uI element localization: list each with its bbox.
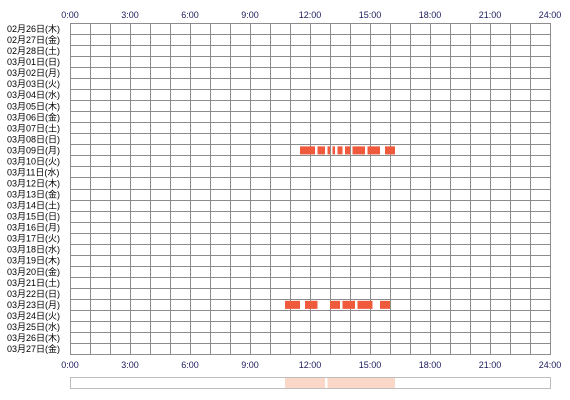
activity-bar xyxy=(342,300,355,309)
x-tick-label-top: 12:00 xyxy=(299,10,322,20)
x-tick-label-top: 24:00 xyxy=(539,10,562,20)
activity-bar xyxy=(385,146,395,155)
activity-bar xyxy=(300,146,315,155)
summary-strip xyxy=(70,377,551,389)
x-tick-label-top: 6:00 xyxy=(181,10,199,20)
row-date-label: 03月18日(水) xyxy=(7,244,60,255)
row-labels: 02月26日(木)02月27日(金)02月28日(土)03月01日(日)03月0… xyxy=(7,23,60,354)
row-date-label: 03月25日(水) xyxy=(7,321,60,332)
row-date-label: 03月14日(土) xyxy=(7,200,60,211)
activity-bar xyxy=(345,146,350,155)
row-date-label: 03月08日(日) xyxy=(7,134,60,144)
activity-bar xyxy=(357,300,373,309)
x-tick-label-top: 18:00 xyxy=(419,10,442,20)
summary-segment xyxy=(305,377,318,388)
row-date-label: 03月26日(木) xyxy=(7,332,60,343)
summary-segment xyxy=(330,377,340,388)
summary-segment xyxy=(367,377,380,388)
x-tick-label-top: 3:00 xyxy=(121,10,139,20)
x-tick-label-bottom: 21:00 xyxy=(479,360,502,370)
summary-segment xyxy=(342,377,355,388)
top-axis-ticks: 0:00 3:00 6:00 9:00 12:00 15:00 18:00 21:00 24:0… xyxy=(61,10,561,20)
row-date-label: 03月02日(月) xyxy=(7,68,60,78)
row-date-label: 03月11日(水) xyxy=(7,166,59,177)
row-date-label: 03月09日(月) xyxy=(7,145,60,155)
activity-bar xyxy=(285,300,300,309)
x-tick-label-bottom: 12:00 xyxy=(299,360,322,370)
row-date-label: 03月27日(金) xyxy=(7,343,60,354)
activity-bar xyxy=(367,146,380,155)
activity-bar xyxy=(332,146,335,155)
x-tick-label-top: 21:00 xyxy=(479,10,502,20)
bottom-axis-ticks: 0:00 3:00 6:00 9:00 12:00 15:00 18:00 21:00 24:0… xyxy=(61,360,561,370)
activity-bar xyxy=(327,146,330,155)
x-tick-label-bottom: 24:00 xyxy=(539,360,562,370)
x-tick-label-bottom: 6:00 xyxy=(181,360,199,370)
activity-bar xyxy=(305,300,318,309)
plot-border xyxy=(70,23,551,355)
row-date-label: 03月21日(土) xyxy=(7,277,60,288)
row-date-label: 03月12日(木) xyxy=(7,177,60,188)
chart-frame xyxy=(70,23,551,355)
row-date-label: 03月07日(土) xyxy=(7,122,60,133)
x-tick-label-bottom: 18:00 xyxy=(419,360,442,370)
row-date-label: 02月27日(金) xyxy=(7,34,60,45)
activity-bar xyxy=(352,146,365,155)
row-date-label: 03月24日(火) xyxy=(7,311,60,321)
row-date-label: 03月15日(日) xyxy=(7,212,60,222)
x-tick-label-top: 15:00 xyxy=(359,10,382,20)
activity-bar xyxy=(380,300,390,309)
row-date-label: 03月10日(火) xyxy=(7,156,60,166)
x-tick-label-bottom: 0:00 xyxy=(61,360,79,370)
row-date-label: 03月01日(日) xyxy=(7,57,60,67)
summary-segment xyxy=(285,377,300,388)
summary-border xyxy=(70,377,551,389)
row-date-label: 03月03日(火) xyxy=(7,79,60,89)
row-date-label: 03月06日(金) xyxy=(7,111,60,122)
row-date-label: 03月17日(火) xyxy=(7,234,60,244)
summary-segment xyxy=(357,377,373,388)
activity-bars xyxy=(285,146,395,309)
summary-segment xyxy=(380,377,390,388)
row-date-label: 03月05日(木) xyxy=(7,100,60,111)
activity-bar xyxy=(330,300,340,309)
row-date-label: 03月23日(月) xyxy=(7,300,60,310)
x-tick-label-top: 0:00 xyxy=(61,10,79,20)
row-date-label: 03月20日(金) xyxy=(7,266,60,277)
x-tick-label-bottom: 9:00 xyxy=(241,360,259,370)
grid xyxy=(70,23,550,354)
row-date-label: 03月16日(月) xyxy=(7,223,60,233)
activity-bar xyxy=(337,146,343,155)
summary-segment xyxy=(317,377,325,388)
x-tick-label-bottom: 15:00 xyxy=(359,360,382,370)
row-date-label: 02月26日(木) xyxy=(7,23,60,34)
row-date-label: 03月13日(金) xyxy=(7,189,60,200)
x-tick-label-bottom: 3:00 xyxy=(121,360,139,370)
row-date-label: 02月28日(土) xyxy=(7,45,60,56)
row-date-label: 03月04日(水) xyxy=(7,89,60,100)
row-date-label: 03月22日(日) xyxy=(7,289,60,299)
row-date-label: 03月19日(木) xyxy=(7,255,60,266)
x-tick-label-top: 9:00 xyxy=(241,10,259,20)
summary-segment xyxy=(327,377,330,388)
activity-bar xyxy=(317,146,325,155)
